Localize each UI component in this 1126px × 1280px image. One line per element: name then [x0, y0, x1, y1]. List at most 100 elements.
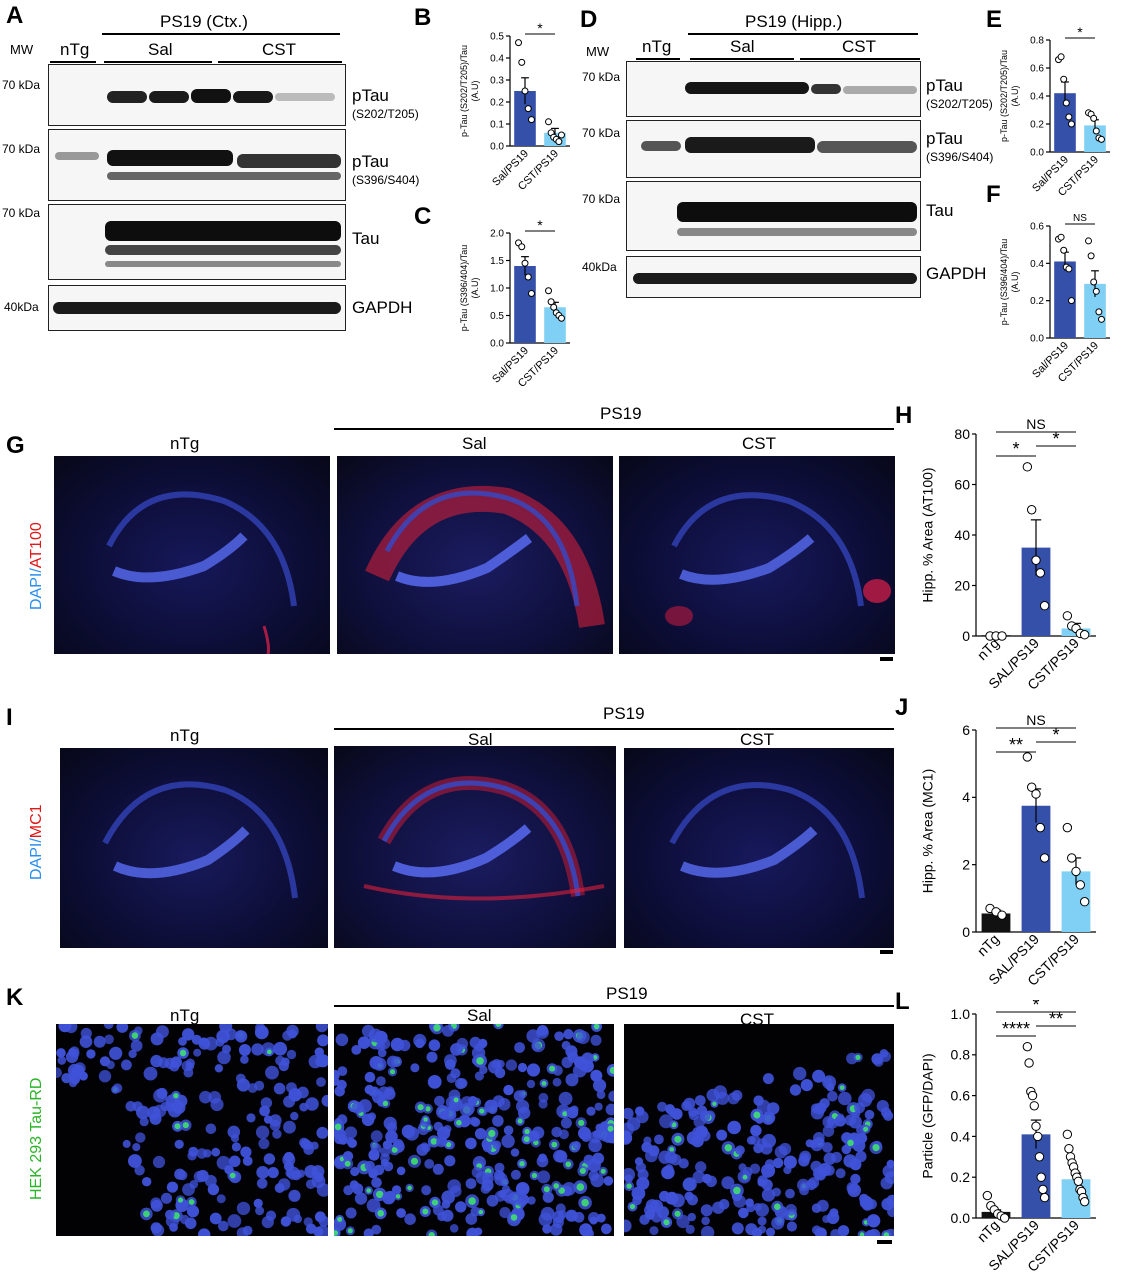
y-tick-label: 6 [962, 722, 970, 738]
nucleus [654, 1134, 664, 1145]
y-tick-label: 0.2 [490, 98, 504, 109]
i-header: PS19 [603, 704, 645, 723]
nucleus [882, 1164, 894, 1178]
nucleus [838, 1091, 852, 1106]
nucleus [871, 1053, 883, 1065]
nucleus [255, 1125, 270, 1139]
nucleus [727, 1092, 740, 1105]
nucleus [455, 1201, 467, 1213]
nucleus [150, 1054, 163, 1068]
gfp-particle [541, 1081, 547, 1086]
nucleus [390, 1037, 405, 1052]
significance-label: **** [1002, 1019, 1030, 1039]
nucleus [693, 1115, 706, 1128]
nucleus [414, 1038, 425, 1049]
bar [1084, 125, 1106, 152]
gfp-particle [531, 1172, 537, 1179]
gfp-particle [488, 1129, 496, 1137]
nucleus [756, 1138, 768, 1149]
nucleus [352, 1183, 364, 1195]
gfp-particle [674, 1210, 681, 1217]
nucleus [316, 1077, 326, 1087]
gfp-particle [143, 1210, 150, 1218]
nucleus [517, 1062, 528, 1073]
gfp-particle [410, 1157, 419, 1165]
nucleus [661, 1165, 675, 1180]
nucleus [783, 1155, 797, 1169]
data-point [518, 243, 526, 251]
nucleus [205, 1123, 217, 1135]
nucleus [474, 1128, 487, 1140]
y-tick-label: 0.1 [490, 120, 504, 131]
data-point [524, 105, 532, 113]
nucleus [278, 1060, 289, 1072]
nucleus [444, 1155, 456, 1167]
data-point [1095, 308, 1103, 316]
data-point [1057, 233, 1065, 241]
panel-label-j: J [895, 694, 909, 721]
y-tick-label: 0.0 [1030, 148, 1044, 159]
nucleus [155, 1025, 169, 1039]
micro-k-sal [334, 1024, 614, 1236]
nucleus [246, 1113, 256, 1123]
nucleus [151, 1224, 165, 1236]
nucleus [357, 1036, 371, 1049]
blot-d-tau [626, 181, 921, 251]
nucleus [368, 1028, 383, 1043]
gfp-particle [600, 1168, 606, 1174]
nucleus [537, 1170, 551, 1184]
gfp-particle [663, 1219, 670, 1226]
blot-a-marker: 70 kDa [2, 78, 41, 92]
nucleus [203, 1149, 212, 1158]
nucleus [216, 1155, 231, 1170]
cells-k-cst [624, 1049, 894, 1236]
nucleus [468, 1096, 478, 1106]
nucleus [513, 1090, 526, 1102]
significance-label: * [537, 20, 543, 36]
nucleus [291, 1170, 302, 1181]
y-tick-label: 0.8 [1030, 36, 1044, 47]
y-tick-label: 0 [962, 628, 970, 644]
data-point [997, 631, 1007, 641]
gfp-particle [479, 1108, 485, 1114]
nucleus [70, 1066, 82, 1078]
nucleus [240, 1146, 252, 1158]
blot-a-group-cst: CST [262, 40, 296, 59]
y-axis-label: p-Tau (S202/T205)/Tau [459, 45, 469, 137]
data-point [557, 131, 565, 139]
nucleus [254, 1080, 265, 1091]
nucleus [367, 1112, 377, 1121]
nucleus [651, 1211, 663, 1223]
nucleus [447, 1179, 461, 1193]
blot-a-row2-sub: (S396/S404) [352, 173, 420, 187]
gfp-particle [859, 1232, 865, 1236]
blot-a-marker: 40kDa [4, 300, 39, 314]
nucleus [793, 1066, 807, 1081]
nucleus [758, 1225, 767, 1234]
nucleus [684, 1191, 694, 1201]
nucleus [494, 1162, 505, 1173]
significance-label: * [1032, 1000, 1039, 1015]
gfp-particle [565, 1161, 572, 1168]
gfp-particle [433, 1024, 441, 1032]
nucleus [805, 1139, 814, 1148]
nucleus [57, 1056, 67, 1065]
significance-label: NS [1026, 416, 1045, 432]
gfp-particle [674, 1135, 682, 1143]
blot-d-marker: 40kDa [582, 260, 617, 274]
data-point [1034, 1152, 1045, 1162]
nucleus [641, 1141, 653, 1153]
significance-label: * [537, 217, 543, 233]
gfp-particle [517, 1118, 523, 1124]
nucleus [590, 1173, 604, 1188]
nucleus [273, 1041, 288, 1056]
data-point [1071, 866, 1081, 877]
nucleus [432, 1163, 444, 1175]
nucleus [501, 1185, 511, 1194]
nucleus [757, 1216, 767, 1226]
nucleus [881, 1198, 894, 1211]
nucleus [848, 1115, 862, 1129]
nucleus [727, 1120, 741, 1135]
nucleus [169, 1182, 178, 1191]
chart-e: 0.0 0.2 0.4 0.6 0.8 p-Tau (S202/T205)/Tau (A.U… [1000, 24, 1110, 199]
